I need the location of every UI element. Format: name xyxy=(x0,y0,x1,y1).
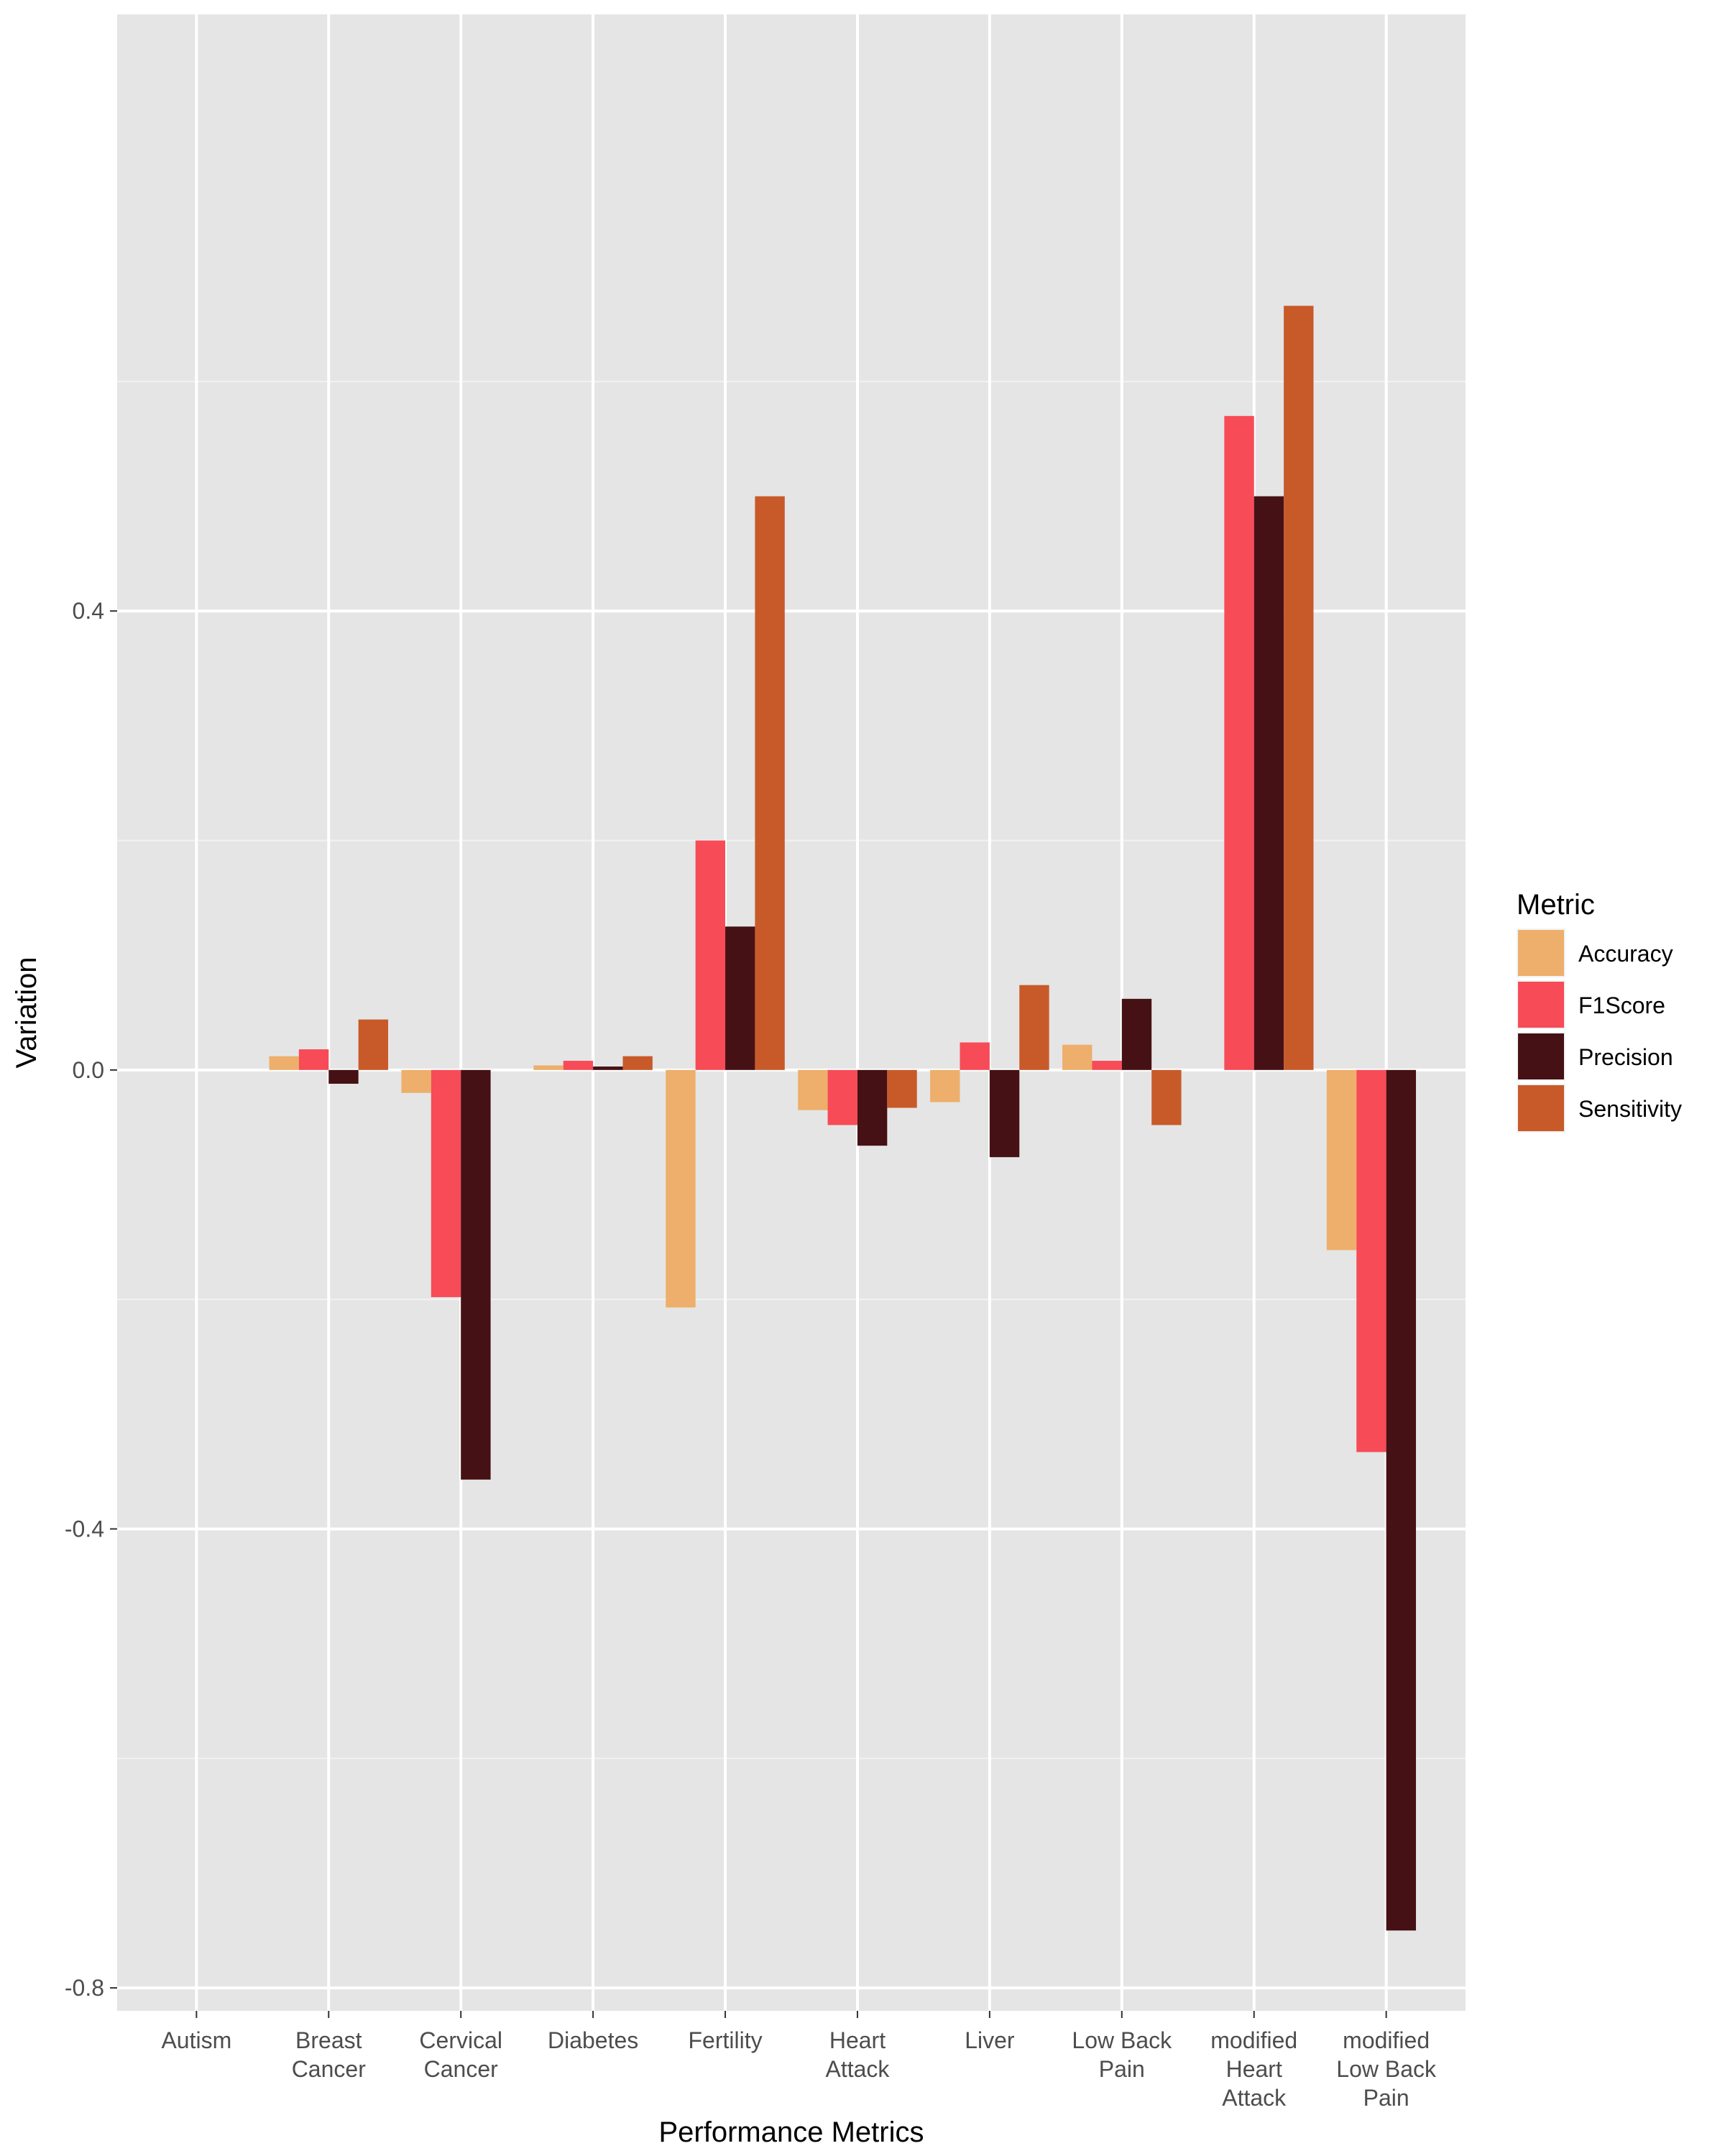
bar-sensitivity-5 xyxy=(887,1069,917,1108)
bar-precision-7 xyxy=(1121,998,1152,1070)
y-tick-label-0: 0.4 xyxy=(73,598,104,624)
bar-sensitivity-3 xyxy=(622,1056,653,1070)
bar-f1score-4 xyxy=(695,840,726,1070)
legend-label-precision: Precision xyxy=(1578,1044,1673,1070)
x-tick-label-3: Diabetes xyxy=(548,2027,638,2053)
x-tick-label-4: Fertility xyxy=(688,2027,762,2053)
bar-precision-5 xyxy=(857,1069,888,1146)
bar-precision-4 xyxy=(725,926,755,1070)
bar-accuracy-7 xyxy=(1062,1044,1092,1070)
bar-precision-9 xyxy=(1386,1069,1417,1931)
legend-key-precision xyxy=(1518,1033,1564,1079)
bar-sensitivity-7 xyxy=(1151,1069,1182,1125)
bar-f1score-6 xyxy=(960,1042,990,1070)
bar-accuracy-6 xyxy=(930,1069,960,1102)
bar-precision-8 xyxy=(1254,496,1284,1070)
bar-sensitivity-6 xyxy=(1019,985,1049,1070)
x-tick-label-9: modified Low Back Pain xyxy=(1336,2027,1437,2111)
y-tick-label-2: -0.4 xyxy=(65,1516,104,1542)
bars xyxy=(269,305,1417,1931)
legend-label-f1score: F1Score xyxy=(1578,992,1665,1018)
bar-accuracy-1 xyxy=(269,1056,299,1070)
x-axis: Autism Breast Cancer Cervical Cancer Diabetes… xyxy=(161,2011,1437,2111)
bar-sensitivity-8 xyxy=(1284,305,1314,1070)
bar-accuracy-2 xyxy=(401,1069,431,1093)
x-tick-label-6: Liver xyxy=(965,2027,1015,2053)
legend-key-accuracy xyxy=(1518,930,1564,976)
bar-f1score-7 xyxy=(1092,1061,1122,1070)
x-tick-label-7: Low Back Pain xyxy=(1072,2027,1172,2082)
bar-precision-3 xyxy=(593,1067,623,1070)
legend-title: Metric xyxy=(1517,889,1595,921)
legend-key-f1score xyxy=(1518,982,1564,1028)
legend-label-accuracy: Accuracy xyxy=(1578,941,1673,967)
bar-sensitivity-4 xyxy=(755,496,785,1070)
bar-precision-1 xyxy=(328,1069,359,1084)
bar-f1score-2 xyxy=(431,1069,461,1297)
bar-accuracy-9 xyxy=(1326,1069,1357,1250)
bar-f1score-9 xyxy=(1356,1069,1386,1452)
bar-accuracy-4 xyxy=(666,1069,696,1308)
bar-sensitivity-1 xyxy=(358,1019,389,1070)
x-tick-label-8: modified Heart Attack xyxy=(1210,2027,1297,2111)
y-axis: 0.4 0.0 -0.4 -0.8 xyxy=(65,598,117,2001)
bar-f1score-3 xyxy=(563,1061,594,1070)
gridlines xyxy=(117,14,1466,2011)
legend: Metric Accuracy F1Score Precision Sensitivi… xyxy=(1517,889,1682,1133)
y-axis-title: Variation xyxy=(11,957,42,1069)
bar-precision-2 xyxy=(461,1069,491,1480)
legend-key-sensitivity xyxy=(1518,1085,1564,1131)
y-tick-label-3: -0.8 xyxy=(65,1975,104,2001)
bar-precision-6 xyxy=(989,1069,1020,1158)
legend-label-sensitivity: Sensitivity xyxy=(1578,1096,1682,1122)
x-tick-label-5: Heart Attack xyxy=(825,2027,890,2082)
bar-f1score-5 xyxy=(827,1069,857,1125)
y-tick-label-1: 0.0 xyxy=(73,1057,104,1083)
bar-accuracy-5 xyxy=(798,1069,828,1110)
bar-accuracy-3 xyxy=(533,1065,564,1070)
bar-f1score-1 xyxy=(298,1049,329,1070)
x-axis-title: Performance Metrics xyxy=(659,2116,924,2148)
bar-f1score-8 xyxy=(1224,415,1254,1070)
x-tick-label-0: Autism xyxy=(161,2027,231,2053)
x-tick-label-2: Cervical Cancer xyxy=(419,2027,502,2082)
x-tick-label-1: Breast Cancer xyxy=(292,2027,367,2082)
